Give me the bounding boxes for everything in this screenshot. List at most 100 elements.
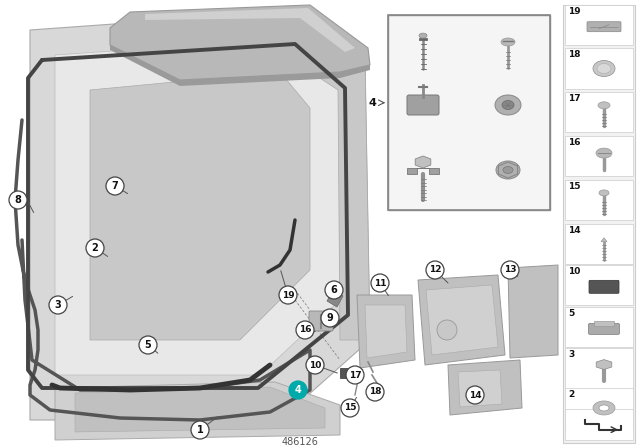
Text: 15: 15 (568, 182, 580, 191)
Ellipse shape (597, 64, 611, 73)
Text: 18: 18 (369, 388, 381, 396)
FancyBboxPatch shape (565, 349, 633, 389)
FancyBboxPatch shape (388, 15, 550, 210)
Circle shape (371, 274, 389, 292)
Text: 10: 10 (568, 267, 580, 276)
Text: 1: 1 (196, 425, 204, 435)
FancyBboxPatch shape (565, 48, 633, 89)
Polygon shape (418, 275, 505, 365)
Polygon shape (327, 290, 343, 307)
Polygon shape (508, 265, 558, 358)
FancyBboxPatch shape (565, 265, 633, 306)
Text: 2: 2 (568, 390, 574, 399)
Polygon shape (601, 238, 607, 242)
Circle shape (366, 383, 384, 401)
Polygon shape (300, 38, 370, 340)
FancyBboxPatch shape (589, 280, 619, 293)
Polygon shape (407, 168, 439, 174)
Text: 7: 7 (111, 181, 118, 191)
Text: 5: 5 (145, 340, 152, 350)
Circle shape (9, 191, 27, 209)
Text: 15: 15 (344, 404, 356, 413)
FancyBboxPatch shape (565, 4, 633, 45)
FancyBboxPatch shape (340, 368, 360, 378)
Ellipse shape (419, 33, 427, 38)
Circle shape (306, 356, 324, 374)
Text: 16: 16 (568, 138, 580, 147)
Text: 14: 14 (568, 225, 580, 235)
Circle shape (325, 281, 343, 299)
Text: 17: 17 (568, 94, 580, 103)
Circle shape (321, 309, 339, 327)
Circle shape (279, 286, 297, 304)
Circle shape (341, 399, 359, 417)
Polygon shape (448, 360, 522, 415)
Text: 9: 9 (326, 313, 333, 323)
Text: 486126: 486126 (282, 437, 319, 447)
FancyBboxPatch shape (565, 224, 633, 264)
FancyBboxPatch shape (563, 5, 635, 443)
Polygon shape (365, 305, 407, 358)
Ellipse shape (593, 60, 615, 77)
Text: 16: 16 (299, 326, 311, 335)
Text: 3: 3 (54, 300, 61, 310)
Circle shape (139, 336, 157, 354)
Polygon shape (75, 387, 325, 432)
FancyBboxPatch shape (565, 180, 633, 220)
FancyBboxPatch shape (565, 409, 633, 440)
Text: 6: 6 (331, 285, 337, 295)
Text: 14: 14 (468, 391, 481, 400)
Circle shape (466, 386, 484, 404)
Polygon shape (357, 295, 415, 368)
Circle shape (296, 321, 314, 339)
Ellipse shape (599, 405, 609, 411)
Text: 10: 10 (309, 361, 321, 370)
Polygon shape (110, 5, 370, 80)
Circle shape (426, 261, 444, 279)
Ellipse shape (503, 167, 513, 173)
Polygon shape (30, 10, 370, 420)
FancyBboxPatch shape (589, 323, 620, 334)
Ellipse shape (593, 401, 615, 415)
Polygon shape (415, 156, 431, 168)
Polygon shape (426, 285, 498, 355)
Polygon shape (458, 370, 502, 407)
Text: 17: 17 (349, 370, 362, 379)
FancyBboxPatch shape (565, 136, 633, 176)
FancyBboxPatch shape (565, 92, 633, 133)
Circle shape (346, 366, 364, 384)
Text: 12: 12 (429, 266, 441, 275)
Text: 4: 4 (368, 98, 376, 108)
Circle shape (86, 239, 104, 257)
Polygon shape (55, 38, 340, 375)
Text: 8: 8 (15, 195, 21, 205)
Polygon shape (596, 360, 612, 370)
FancyBboxPatch shape (565, 307, 633, 347)
Circle shape (191, 421, 209, 439)
Polygon shape (90, 72, 310, 340)
Text: 11: 11 (374, 279, 387, 288)
Ellipse shape (495, 95, 521, 115)
Text: 3: 3 (568, 350, 574, 359)
Ellipse shape (596, 148, 612, 158)
Polygon shape (55, 382, 340, 440)
Circle shape (49, 296, 67, 314)
FancyBboxPatch shape (594, 321, 614, 326)
Ellipse shape (599, 190, 609, 196)
Text: 13: 13 (504, 266, 516, 275)
Text: 19: 19 (282, 290, 294, 300)
Text: 18: 18 (568, 50, 580, 60)
Ellipse shape (496, 161, 520, 179)
Ellipse shape (502, 100, 514, 109)
Text: 2: 2 (92, 243, 99, 253)
FancyBboxPatch shape (565, 388, 633, 428)
FancyBboxPatch shape (587, 22, 621, 32)
Ellipse shape (501, 38, 515, 46)
Text: 5: 5 (568, 309, 574, 318)
Polygon shape (110, 45, 370, 86)
Ellipse shape (598, 102, 610, 109)
Polygon shape (145, 8, 355, 52)
Circle shape (106, 177, 124, 195)
Circle shape (289, 381, 307, 399)
Circle shape (501, 261, 519, 279)
